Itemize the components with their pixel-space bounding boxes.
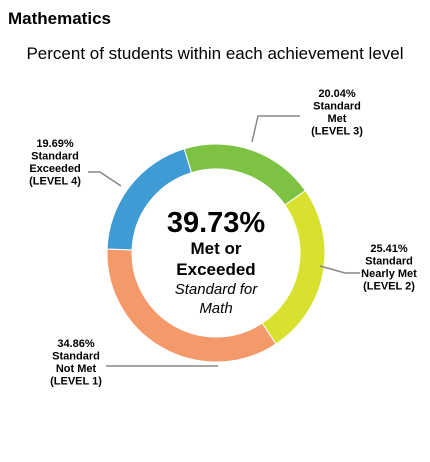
callout-labels: 20.04% Standard Met (LEVEL 3)25.41% Standard… (29, 88, 417, 388)
slice-level-label: Met (328, 113, 347, 125)
slice-level-label: (LEVEL 3) (311, 126, 363, 138)
slice-level-label: (LEVEL 4) (29, 176, 81, 188)
callout-leader-lines (88, 115, 360, 367)
donut-slice (106, 148, 193, 251)
chart-subtitle: Percent of students within each achievem… (26, 44, 404, 63)
center-value: 39.73% (167, 207, 266, 239)
slice-level-label: Standard (365, 256, 413, 268)
slice-callout: 19.69% Standard Exceeded (LEVEL 4) (29, 138, 81, 188)
center-line-4: Math (199, 300, 232, 317)
center-line-2: Exceeded (176, 260, 255, 279)
slice-percent-label: 19.69% (36, 138, 74, 150)
callout-leader-line (88, 171, 122, 187)
slice-level-label: Standard (52, 351, 100, 363)
slice-level-label: Nearly Met (361, 268, 417, 280)
slice-level-label: Not Met (56, 363, 97, 375)
slice-percent-label: 25.41% (370, 243, 408, 255)
slice-level-label: Standard (31, 151, 79, 163)
callout-leader-line (319, 265, 360, 274)
center-line-3: Standard for (175, 281, 259, 298)
slice-callout: 34.86% Standard Not Met (LEVEL 1) (50, 338, 102, 388)
center-label: 39.73% Met or Exceeded Standard for Math (167, 207, 266, 317)
slice-percent-label: 20.04% (318, 88, 356, 100)
slice-level-label: (LEVEL 2) (363, 281, 415, 293)
donut-slice (183, 143, 307, 206)
slice-callout: 25.41% Standard Nearly Met (LEVEL 2) (361, 243, 417, 293)
donut-slice (261, 190, 326, 345)
slice-callout: 20.04% Standard Met (LEVEL 3) (311, 88, 363, 138)
donut-slices (106, 143, 326, 363)
chart-heading: Mathematics (8, 9, 111, 28)
callout-leader-line (251, 115, 300, 143)
slice-level-label: Exceeded (29, 163, 80, 175)
center-line-1: Met or (191, 239, 242, 258)
slice-level-label: Standard (313, 101, 361, 113)
slice-percent-label: 34.86% (57, 338, 95, 350)
slice-level-label: (LEVEL 1) (50, 376, 102, 388)
